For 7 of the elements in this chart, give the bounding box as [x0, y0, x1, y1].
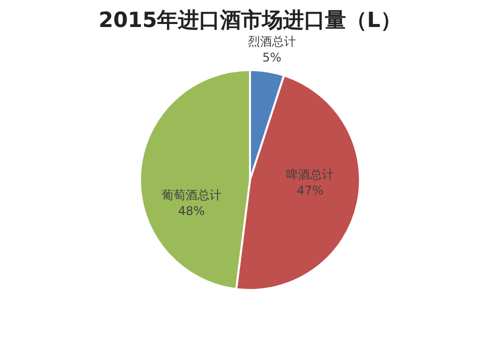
- slice-label: 葡萄酒总计: [161, 188, 222, 202]
- data-label: 47%: [296, 183, 324, 198]
- chart-title: 2015年进口酒市场进口量（L）: [98, 8, 402, 32]
- slice-label: 啤酒总计: [286, 167, 334, 182]
- data-label: 5%: [262, 50, 282, 65]
- data-label: 48%: [178, 204, 205, 218]
- slice-label: 烈酒总计: [248, 34, 296, 49]
